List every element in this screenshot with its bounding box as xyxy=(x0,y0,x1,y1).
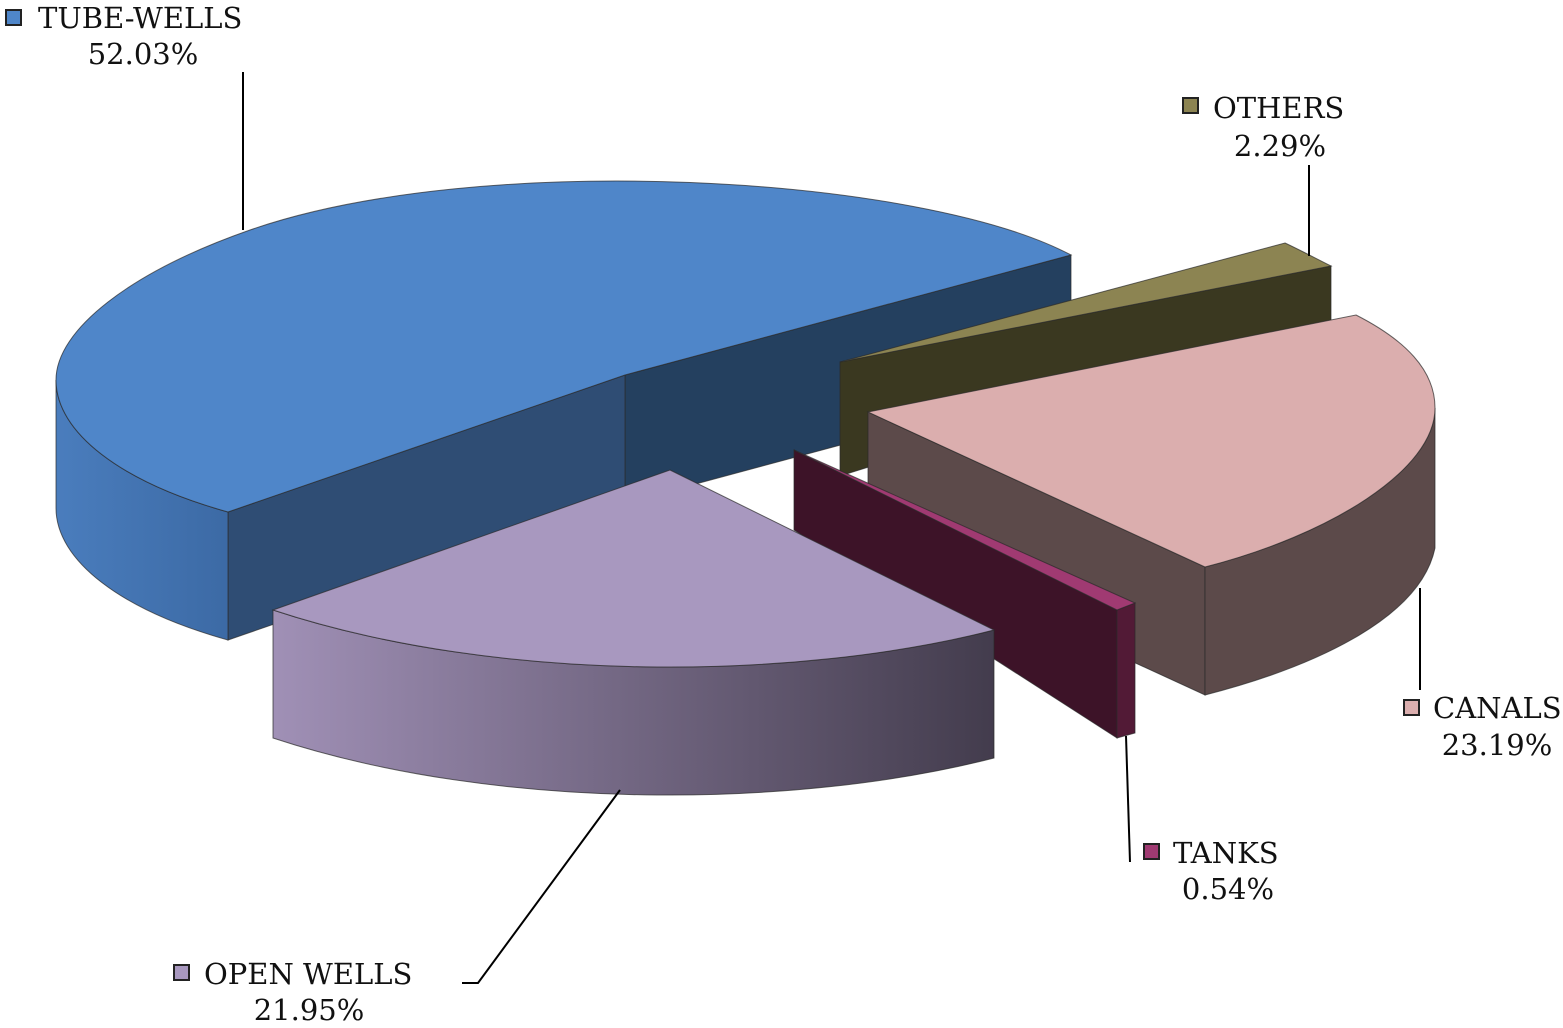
slice-name: OPEN WELLS xyxy=(204,957,412,991)
slice-name: TANKS xyxy=(1173,836,1279,870)
slice-value-label: 23.19% xyxy=(1442,728,1553,762)
label-open-wells: OPEN WELLS 21.95% xyxy=(173,957,412,1027)
slice-name: CANALS xyxy=(1433,691,1562,725)
legend-swatch-others xyxy=(1182,97,1199,114)
legend-swatch-canals xyxy=(1403,699,1420,716)
slice-value-label: 2.29% xyxy=(1234,129,1326,163)
label-tube-wells: TUBE-WELLS 52.03% xyxy=(5,1,242,71)
slice-name: TUBE-WELLS xyxy=(38,1,242,35)
leader-tanks xyxy=(1125,735,1131,863)
label-others: OTHERS 2.29% xyxy=(1182,91,1344,163)
slice-value-label: 52.03% xyxy=(88,37,199,71)
slice-value-label: 0.54% xyxy=(1182,872,1274,906)
leader-open-wells xyxy=(462,789,621,984)
slice-open-wells xyxy=(271,469,996,796)
legend-swatch-open-wells xyxy=(173,964,190,981)
slice-name: OTHERS xyxy=(1213,91,1344,125)
legend-swatch-tube-wells xyxy=(5,9,22,26)
label-tanks: TANKS 0.54% xyxy=(1143,836,1279,906)
slice-tanks xyxy=(793,449,1137,739)
label-canals: CANALS 23.19% xyxy=(1403,691,1562,762)
legend-swatch-tanks xyxy=(1143,843,1160,860)
slice-tube-wells xyxy=(55,180,1073,641)
slice-value-label: 21.95% xyxy=(254,993,365,1027)
